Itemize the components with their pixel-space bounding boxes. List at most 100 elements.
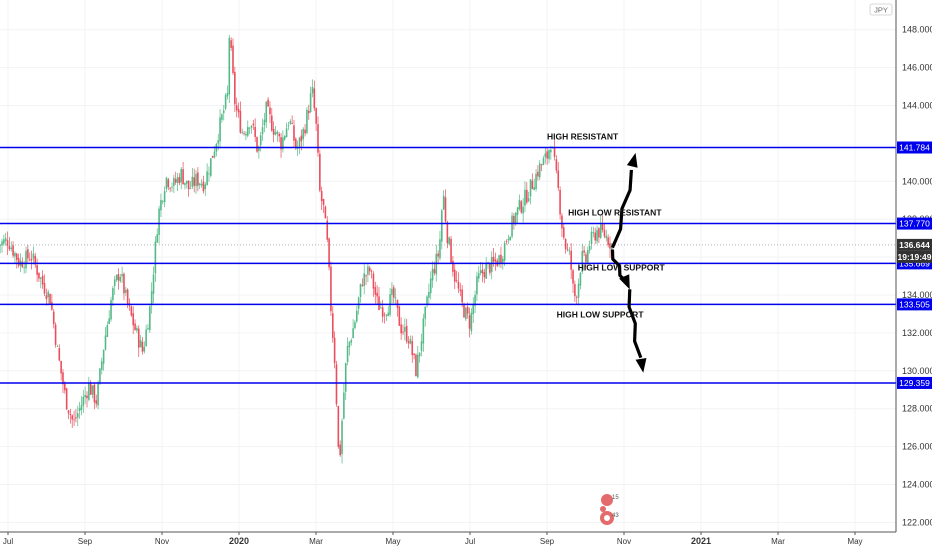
price-tick-label: 126.000	[902, 442, 932, 452]
candle-body	[529, 179, 532, 197]
candle-body	[426, 296, 428, 306]
candle-body	[372, 273, 375, 289]
candle-body	[163, 191, 166, 203]
time-tick-label: Jul	[465, 537, 475, 546]
candle-body	[119, 276, 122, 282]
candle-body	[416, 354, 419, 378]
price-tick-label: 134.000	[902, 290, 932, 300]
candle-body	[587, 250, 589, 264]
candle-body	[579, 272, 582, 286]
candle-body	[126, 289, 129, 305]
candle-body	[49, 294, 51, 304]
candle-body	[106, 325, 109, 337]
candle-body	[455, 280, 458, 281]
candle-body	[110, 300, 112, 320]
last-price-label-bg	[897, 238, 932, 251]
candle-body	[132, 313, 135, 326]
candle-body	[472, 303, 475, 315]
time-tick-label: Jul	[3, 537, 13, 546]
price-tick-label: 130.000	[902, 366, 932, 376]
candle-body	[64, 383, 66, 391]
time-tick-label: 2021	[691, 536, 711, 546]
candle-body	[522, 206, 524, 214]
time-tick-label: 2020	[229, 536, 249, 546]
watermark-logo: 15 43	[600, 494, 619, 525]
candle-body	[245, 133, 247, 136]
candle-body	[461, 289, 463, 303]
candle-body	[167, 179, 170, 188]
candle-body	[368, 267, 371, 272]
candle-body	[43, 282, 46, 294]
candle-body	[210, 158, 212, 176]
countdown-label-bg	[897, 250, 932, 263]
candle-body	[259, 135, 262, 146]
candle-body	[180, 168, 183, 183]
candle-body	[291, 123, 293, 125]
candle-body	[479, 270, 482, 274]
candle-body	[550, 149, 552, 153]
candle-body	[187, 180, 190, 190]
price-tick-label: 146.000	[902, 63, 932, 73]
candle-body	[282, 137, 284, 150]
candle-body	[169, 187, 171, 189]
candle-body	[228, 37, 231, 95]
candle-body	[502, 258, 504, 263]
candle-body	[99, 368, 101, 384]
candle-body	[374, 287, 377, 295]
candle-body	[429, 278, 432, 294]
candle-body	[272, 128, 275, 135]
candle-body	[280, 137, 282, 150]
candle-body	[137, 328, 140, 348]
candle-body	[41, 275, 44, 285]
candle-body	[542, 158, 545, 166]
candle-body	[463, 304, 465, 318]
arrow-shaft	[627, 289, 643, 359]
candle-body	[178, 177, 181, 184]
level-label: 129.359	[899, 378, 930, 388]
candle-body	[354, 322, 356, 329]
candle-body	[392, 287, 395, 298]
candle-body	[370, 270, 373, 272]
candle-body	[503, 243, 506, 261]
candle-body	[285, 128, 288, 138]
candle-body	[254, 126, 256, 137]
candle-body	[219, 117, 221, 142]
candle-body	[73, 419, 75, 421]
candle-body	[84, 395, 86, 398]
candle-body	[248, 127, 251, 129]
candle-body	[256, 137, 258, 152]
countdown-label: 19:19:49	[897, 252, 931, 262]
candle-body	[424, 306, 426, 319]
candle-body	[125, 289, 127, 293]
watermark-number-bottom: 43	[612, 513, 619, 519]
candle-body	[326, 220, 329, 240]
grid-lines	[0, 0, 896, 532]
candle-body	[30, 258, 33, 261]
currency-badge: JPY	[869, 3, 893, 16]
candle-body	[40, 277, 42, 279]
candle-body	[559, 189, 561, 215]
candle-body	[459, 289, 462, 291]
candle-body	[468, 315, 471, 329]
candle-body	[474, 294, 476, 306]
candles-layer	[0, 34, 613, 464]
candle-body	[204, 184, 207, 190]
candle-body	[590, 231, 593, 244]
candle-body	[594, 232, 597, 241]
candle-body	[337, 405, 340, 447]
candle-body	[80, 405, 83, 410]
candle-body	[555, 159, 558, 171]
candle-body	[319, 153, 321, 191]
time-axis[interactable]: Jul Sep Nov 2020 Mar May Jul Sep Nov 2021 Mar May	[3, 532, 863, 546]
candle-body	[112, 288, 114, 301]
candle-body	[365, 275, 367, 277]
candle-body	[609, 243, 611, 249]
candle-body	[117, 273, 120, 281]
candle-body	[494, 259, 497, 262]
candle-body	[171, 186, 173, 188]
candle-body	[173, 177, 175, 186]
candle-body	[152, 274, 155, 294]
price-tick-label: 124.000	[902, 480, 932, 490]
candle-body	[274, 132, 277, 135]
